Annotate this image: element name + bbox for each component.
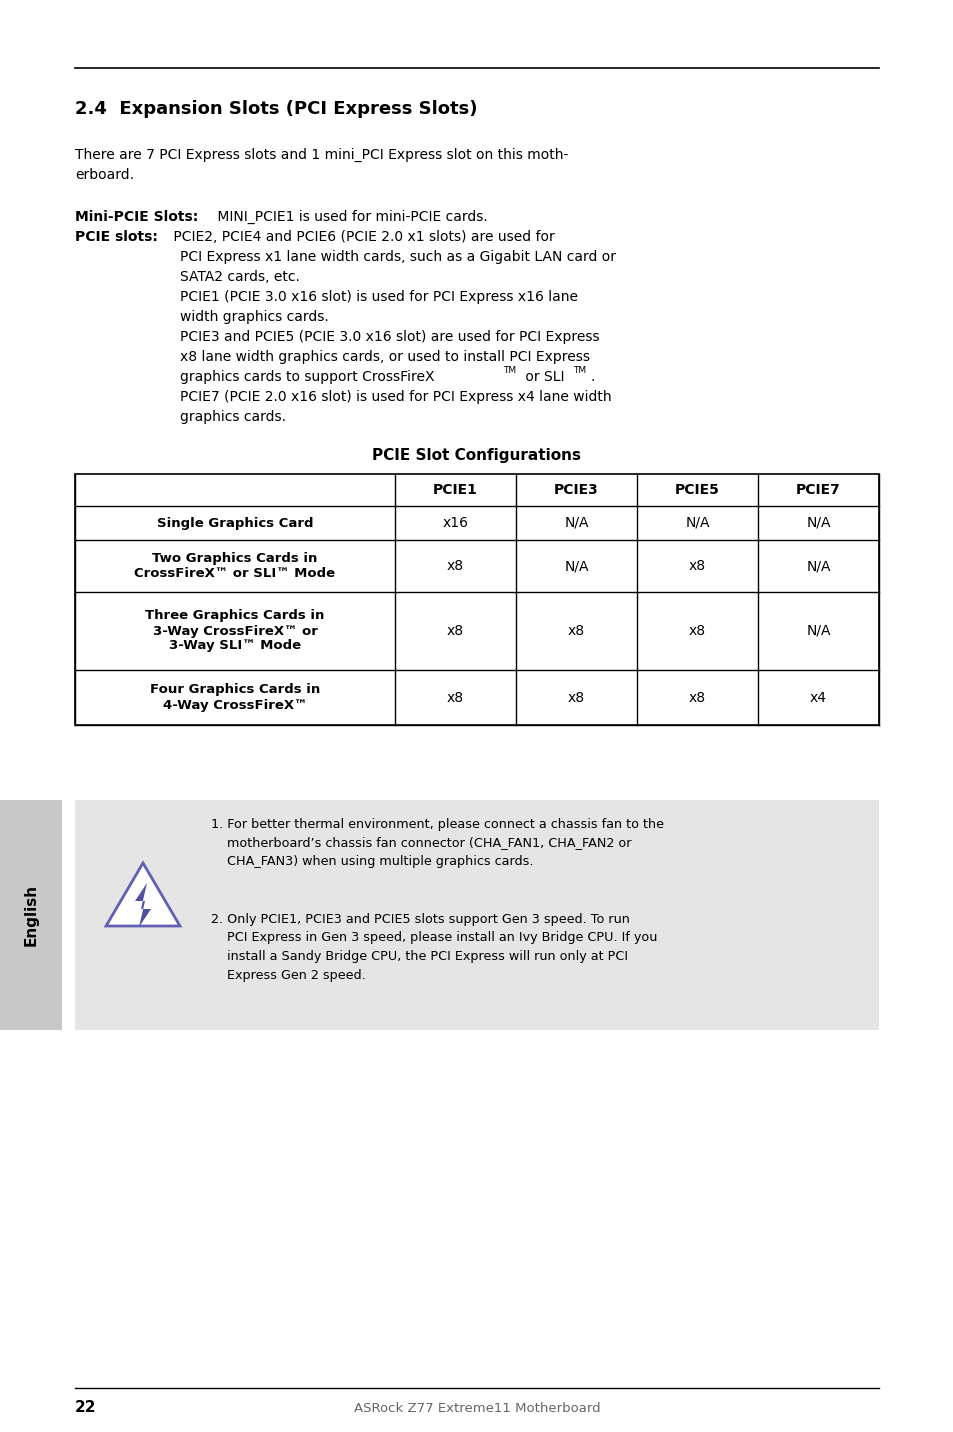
Text: PCI Express x1 lane width cards, such as a Gigabit LAN card or: PCI Express x1 lane width cards, such as… [180, 251, 616, 263]
Text: There are 7 PCI Express slots and 1 mini_PCI Express slot on this moth-: There are 7 PCI Express slots and 1 mini… [75, 147, 568, 162]
Text: Single Graphics Card: Single Graphics Card [156, 517, 313, 530]
Text: x8: x8 [446, 690, 463, 705]
Text: SATA2 cards, etc.: SATA2 cards, etc. [180, 271, 299, 284]
Text: x8: x8 [688, 558, 705, 573]
Polygon shape [135, 884, 151, 927]
Text: or SLI: or SLI [520, 369, 564, 384]
Text: PCIE1: PCIE1 [433, 483, 477, 497]
Text: PCIE3 and PCIE5 (PCIE 3.0 x16 slot) are used for PCI Express: PCIE3 and PCIE5 (PCIE 3.0 x16 slot) are … [180, 329, 599, 344]
Text: MINI_PCIE1 is used for mini-PCIE cards.: MINI_PCIE1 is used for mini-PCIE cards. [213, 211, 487, 225]
Text: N/A: N/A [563, 558, 588, 573]
Text: x8 lane width graphics cards, or used to install PCI Express: x8 lane width graphics cards, or used to… [180, 349, 589, 364]
Text: PCIE slots:: PCIE slots: [75, 231, 157, 243]
Text: Two Graphics Cards in
CrossFireX™ or SLI™ Mode: Two Graphics Cards in CrossFireX™ or SLI… [134, 551, 335, 580]
Text: English: English [24, 884, 38, 947]
Text: N/A: N/A [805, 624, 830, 639]
Text: x8: x8 [688, 624, 705, 639]
Bar [75, 474, 878, 725]
Bar [0, 800, 62, 1030]
Text: 22: 22 [75, 1400, 96, 1415]
Text: TM: TM [502, 367, 516, 375]
Text: PCIE7: PCIE7 [796, 483, 840, 497]
Text: PCIE2, PCIE4 and PCIE6 (PCIE 2.0 x1 slots) are used for: PCIE2, PCIE4 and PCIE6 (PCIE 2.0 x1 slot… [169, 231, 554, 243]
Text: PCIE Slot Configurations: PCIE Slot Configurations [372, 448, 581, 463]
Text: graphics cards.: graphics cards. [180, 410, 286, 424]
Text: N/A: N/A [684, 516, 709, 530]
Bar [75, 800, 878, 1030]
Text: graphics cards to support CrossFireX: graphics cards to support CrossFireX [180, 369, 434, 384]
Text: x8: x8 [446, 624, 463, 639]
Text: width graphics cards.: width graphics cards. [180, 309, 329, 324]
Text: PCIE1 (PCIE 3.0 x16 slot) is used for PCI Express x16 lane: PCIE1 (PCIE 3.0 x16 slot) is used for PC… [180, 291, 578, 304]
Text: PCIE5: PCIE5 [675, 483, 720, 497]
Text: N/A: N/A [805, 558, 830, 573]
Text: x4: x4 [809, 690, 826, 705]
Text: ASRock Z77 Extreme11 Motherboard: ASRock Z77 Extreme11 Motherboard [354, 1402, 599, 1415]
Text: TM: TM [573, 367, 585, 375]
Text: 1. For better thermal environment, please connect a chassis fan to the
    mothe: 1. For better thermal environment, pleas… [211, 818, 663, 868]
Text: 2. Only PCIE1, PCIE3 and PCIE5 slots support Gen 3 speed. To run
    PCI Express: 2. Only PCIE1, PCIE3 and PCIE5 slots sup… [211, 914, 657, 981]
Text: erboard.: erboard. [75, 168, 133, 182]
Text: x8: x8 [567, 624, 584, 639]
Text: Mini-PCIE Slots:: Mini-PCIE Slots: [75, 211, 198, 223]
Text: N/A: N/A [563, 516, 588, 530]
Text: .: . [590, 369, 595, 384]
Text: x16: x16 [442, 516, 468, 530]
Text: N/A: N/A [805, 516, 830, 530]
Text: 2.4  Expansion Slots (PCI Express Slots): 2.4 Expansion Slots (PCI Express Slots) [75, 100, 477, 117]
Text: x8: x8 [567, 690, 584, 705]
Text: PCIE3: PCIE3 [554, 483, 598, 497]
Text: Three Graphics Cards in
3-Way CrossFireX™ or
3-Way SLI™ Mode: Three Graphics Cards in 3-Way CrossFireX… [145, 610, 324, 653]
Text: x8: x8 [688, 690, 705, 705]
Text: Four Graphics Cards in
4-Way CrossFireX™: Four Graphics Cards in 4-Way CrossFireX™ [150, 683, 320, 712]
Text: x8: x8 [446, 558, 463, 573]
Text: PCIE7 (PCIE 2.0 x16 slot) is used for PCI Express x4 lane width: PCIE7 (PCIE 2.0 x16 slot) is used for PC… [180, 390, 611, 404]
Polygon shape [106, 863, 180, 927]
